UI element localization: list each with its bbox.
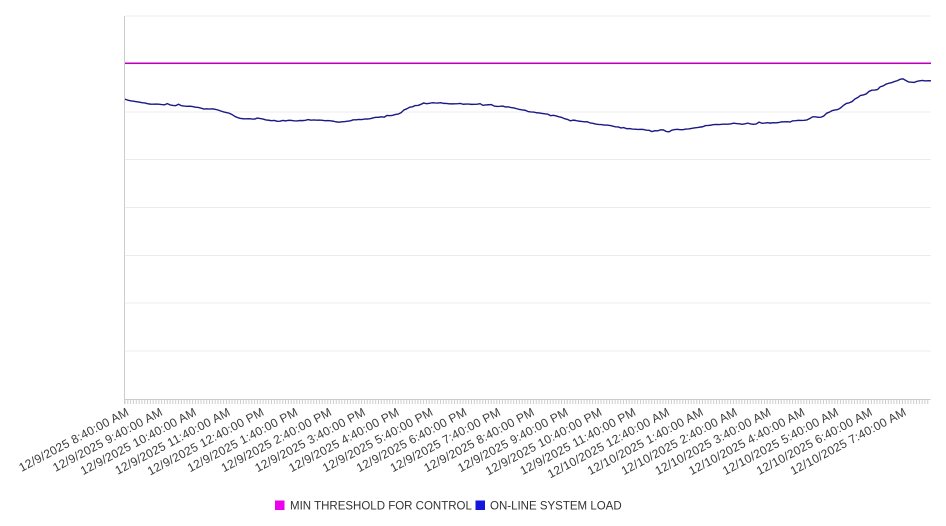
svg-text:MIN THRESHOLD FOR CONTROL: MIN THRESHOLD FOR CONTROL — [290, 501, 472, 513]
svg-text:ON-LINE SYSTEM LOAD: ON-LINE SYSTEM LOAD — [490, 501, 622, 513]
